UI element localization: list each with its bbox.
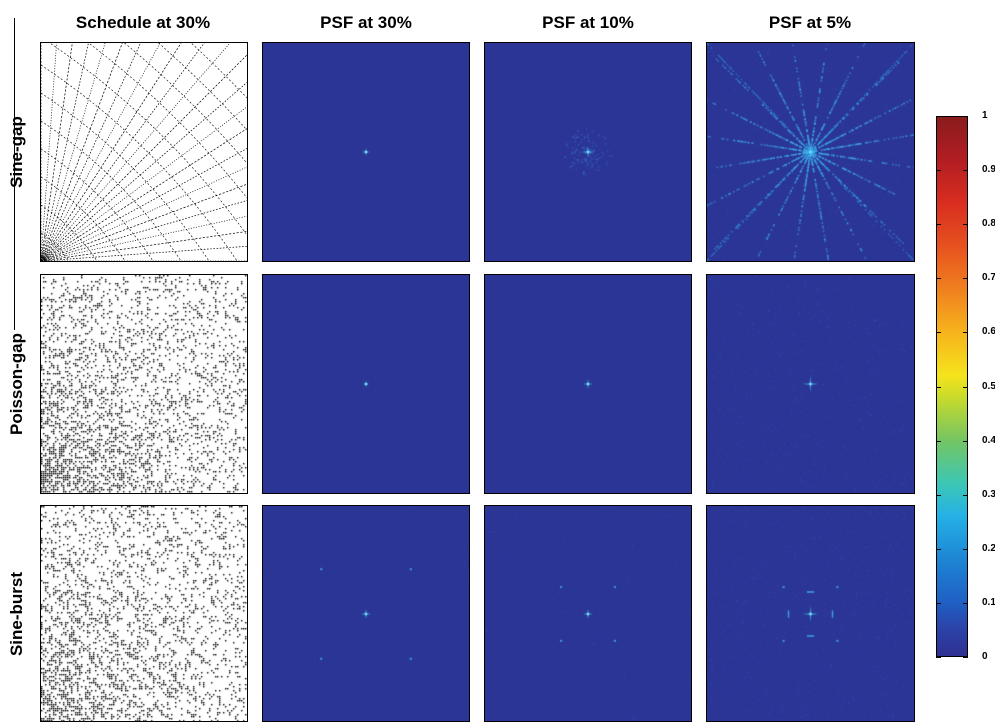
- schedule-sine-gap: [40, 42, 248, 262]
- colorbar-tick-label: 0.4: [982, 434, 995, 446]
- column-title-psf-5: PSF at 5%: [768, 13, 852, 32]
- schedule-sine-burst: [40, 505, 248, 722]
- colorbar-tick-label: 1: [982, 110, 988, 121]
- psf-sine-burst-5: [706, 505, 915, 722]
- colorbar-tick-label: 0.9: [982, 164, 995, 176]
- colorbar-tick-label: 0: [982, 651, 988, 662]
- psf-poisson-gap-30: [262, 274, 470, 494]
- row-title-sine-burst: Sine-burst: [7, 571, 26, 656]
- colorbar-tick-label: 0.8: [982, 218, 995, 230]
- psf-sine-burst-10: [484, 505, 692, 722]
- colorbar-tick-label: 0.3: [982, 488, 995, 500]
- column-title-schedule: Schedule at 30%: [75, 13, 211, 32]
- colorbar-tick-label: 0.6: [982, 326, 995, 338]
- colorbar-tick-label: 0.2: [982, 542, 995, 554]
- column-title-psf-30: PSF at 30%: [320, 13, 412, 32]
- row-title-poisson-gap: Poisson-gap: [7, 332, 26, 436]
- colorbar-tick-label: 0.7: [982, 272, 995, 284]
- left-divider-line: [14, 18, 15, 330]
- colorbar-tick-label: 0.5: [982, 380, 995, 392]
- psf-sine-gap-10: [484, 42, 692, 262]
- psf-sine-gap-30: [262, 42, 470, 262]
- column-title-psf-10: PSF at 10%: [542, 13, 634, 32]
- psf-sine-burst-30: [262, 505, 470, 722]
- psf-sine-gap-5: [706, 42, 915, 262]
- schedule-poisson-gap: [40, 274, 248, 494]
- psf-poisson-gap-5: [706, 274, 915, 494]
- psf-poisson-gap-10: [484, 274, 692, 494]
- colorbar-tick-label: 0.1: [982, 596, 995, 608]
- row-title-sine-gap: Sine-gap: [7, 116, 26, 188]
